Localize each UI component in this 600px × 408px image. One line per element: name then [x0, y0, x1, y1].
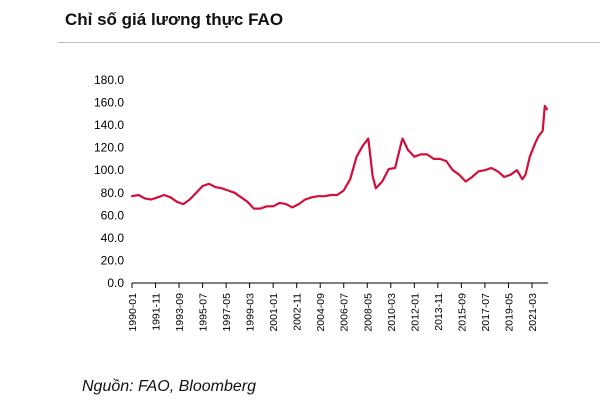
- y-tick-label: 160.0: [94, 96, 124, 110]
- x-tick-label: 1990-01: [127, 293, 139, 332]
- y-axis-ticks: 0.0 20.0 40.0 60.0 80.0 100.0 120.0 140.0 160.0 1…: [94, 73, 124, 290]
- x-tick-label: 2008-05: [362, 293, 374, 332]
- source-note: Nguồn: FAO, Bloomberg: [82, 378, 257, 395]
- y-tick-label: 180.0: [94, 73, 124, 87]
- x-tick-label: 2002-11: [292, 293, 304, 331]
- y-tick-label: 60.0: [101, 208, 125, 222]
- title-divider: [58, 42, 600, 43]
- x-tick-label: 2015-09: [456, 293, 468, 332]
- x-axis-ticks: 1990-01 1991-11 1993-09 1995-07 1997-05 1999-…: [127, 283, 539, 332]
- chart-title: Chỉ số giá lương thực FAO: [65, 10, 284, 29]
- x-tick-label: 1997-05: [221, 293, 233, 332]
- series-layer: [130, 104, 548, 210]
- y-tick-label: 40.0: [101, 231, 125, 245]
- x-tick-label: 1991-11: [151, 293, 163, 331]
- y-tick-label: 80.0: [101, 186, 125, 200]
- series-line: [130, 104, 548, 210]
- x-tick-label: 2013-11: [433, 293, 445, 331]
- x-tick-label: 2006-07: [339, 293, 351, 332]
- x-tick-label: 2010-03: [386, 293, 398, 332]
- line-chart: 0.0 20.0 40.0 60.0 80.0 100.0 120.0 140.0 160.0 1…: [94, 73, 548, 332]
- x-tick-label: 2019-05: [503, 293, 515, 332]
- y-tick-label: 20.0: [101, 253, 125, 267]
- x-tick-label: 1993-09: [174, 293, 186, 332]
- x-tick-label: 2017-07: [480, 293, 492, 332]
- y-tick-label: 120.0: [94, 141, 124, 155]
- x-tick-label: 2021-03: [527, 293, 539, 332]
- x-tick-label: 2012-01: [409, 293, 421, 332]
- y-tick-label: 140.0: [94, 118, 124, 132]
- x-tick-label: 2001-01: [268, 293, 280, 332]
- x-tick-label: 2004-09: [315, 293, 327, 332]
- y-tick-label: 0.0: [107, 276, 124, 290]
- y-tick-label: 100.0: [94, 163, 124, 177]
- x-tick-label: 1999-03: [245, 293, 257, 332]
- x-tick-label: 1995-07: [198, 293, 210, 332]
